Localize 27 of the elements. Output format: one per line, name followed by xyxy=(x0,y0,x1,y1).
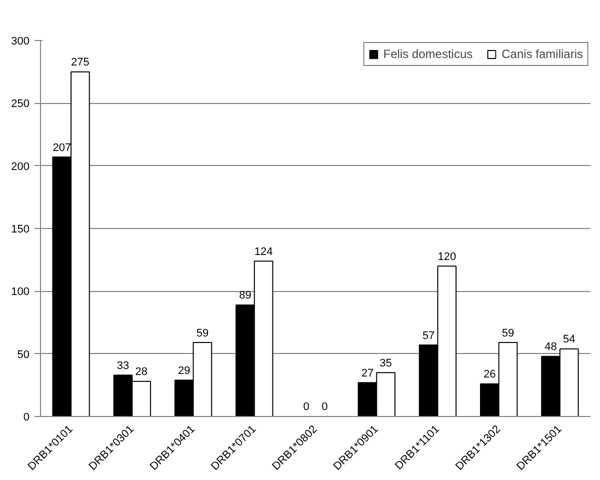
legend-label: Felis domesticus xyxy=(383,47,473,61)
data-label: 54 xyxy=(562,334,576,346)
data-label: 57 xyxy=(422,330,435,342)
y-tick-label: 200 xyxy=(11,160,30,173)
data-label: 120 xyxy=(438,250,456,263)
data-label: 0 xyxy=(322,401,328,414)
data-label: 59 xyxy=(196,327,209,340)
y-tick-label: 300 xyxy=(11,36,30,48)
data-label: 29 xyxy=(178,364,190,377)
data-label: 33 xyxy=(116,360,130,372)
data-label: 26 xyxy=(484,368,496,381)
data-label: 207 xyxy=(52,142,72,154)
y-tick-label: 0 xyxy=(23,412,30,424)
data-label: 28 xyxy=(135,366,148,378)
legend-label: Canis familiaris xyxy=(502,47,583,61)
data-label: 124 xyxy=(254,246,273,258)
y-tick-label: 150 xyxy=(11,224,30,236)
data-label: 59 xyxy=(502,327,514,340)
data-label: 35 xyxy=(380,357,392,370)
y-tick-label: 100 xyxy=(11,286,30,298)
y-tick-label: 50 xyxy=(17,348,30,361)
y-tick-label: 250 xyxy=(11,98,30,110)
data-label: 275 xyxy=(71,56,90,69)
data-label: 89 xyxy=(239,290,252,302)
data-label: 0 xyxy=(303,401,310,414)
data-label: 27 xyxy=(361,367,374,380)
data-label: 48 xyxy=(544,341,557,354)
